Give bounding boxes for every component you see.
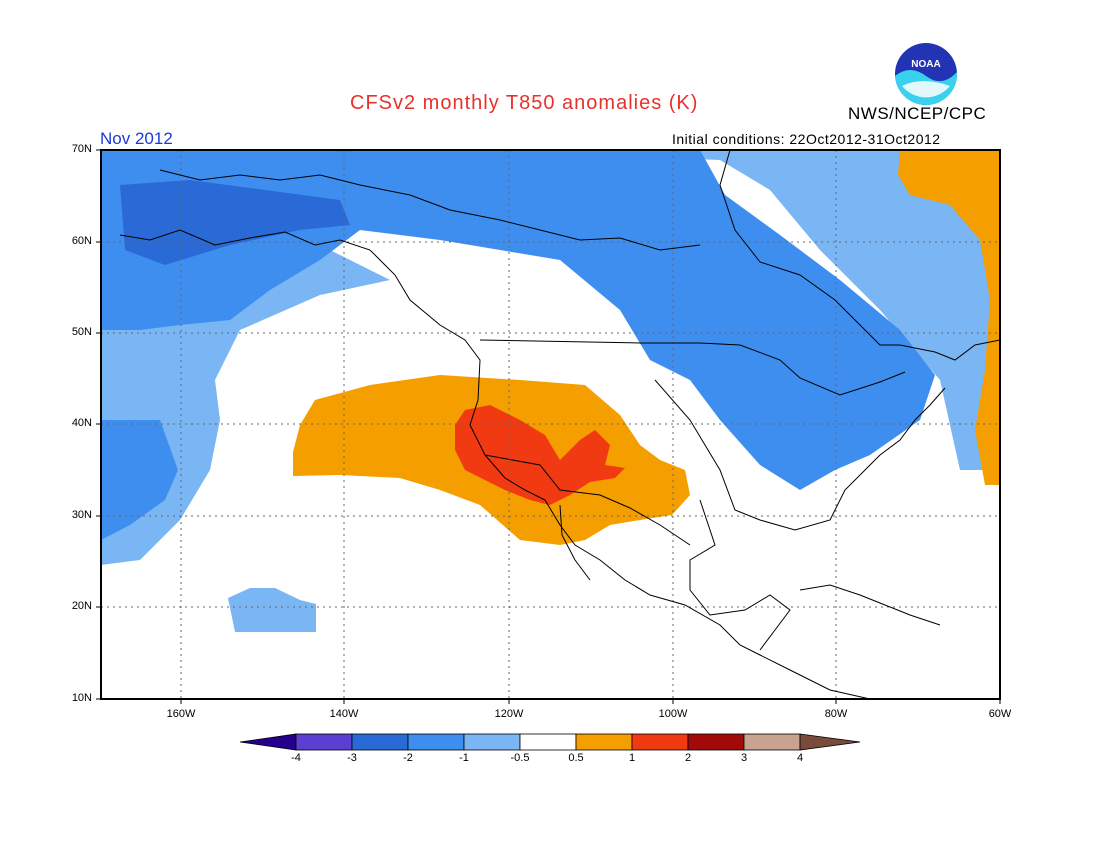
logo-text: NOAA <box>911 59 940 70</box>
colorbar-label-1: 1 <box>628 752 636 764</box>
colorbar-2-3 <box>687 733 745 751</box>
lon-label-100w: 100W <box>658 708 688 720</box>
lat-label-40n: 40N <box>71 417 92 429</box>
anomaly-region-red <box>455 405 625 505</box>
coastlines <box>119 150 1000 699</box>
valid-month: Nov 2012 <box>100 129 173 148</box>
colorbar-label-4: 4 <box>796 752 804 764</box>
map-field <box>101 150 1000 699</box>
colorbar-05-1 <box>575 733 633 751</box>
lon-label-160w: 160W <box>166 708 196 720</box>
anomaly-region-dark-blue <box>120 180 350 265</box>
lat-label-20n: 20N <box>71 600 92 612</box>
lat-label-70n: 70N <box>71 143 92 155</box>
colorbar-3-4 <box>743 733 801 751</box>
lon-label-80w: 80W <box>824 708 848 720</box>
anomaly-region-blue-pacific <box>101 420 178 540</box>
colorbar-lt-neg4 <box>239 733 297 751</box>
initial-conditions: Initial conditions: 22Oct2012-31Oct2012 <box>672 131 941 147</box>
colorbar-neg1-neg05 <box>463 733 521 751</box>
axis-ticks <box>96 149 1001 704</box>
lon-label-60w: 60W <box>988 708 1012 720</box>
anomaly-region-orange-east <box>898 150 1000 485</box>
lon-label-120w: 120W <box>494 708 524 720</box>
noaa-logo: NOAA <box>894 42 958 111</box>
colorbar-label-neg4: -4 <box>291 752 301 764</box>
lat-label-50n: 50N <box>71 326 92 338</box>
colorbar-neg2-neg1 <box>407 733 465 751</box>
lon-label-140w: 140W <box>329 708 359 720</box>
colorbar-neg3-neg2 <box>351 733 409 751</box>
colorbar-label-3: 3 <box>740 752 748 764</box>
colorbar-label-neg1: -1 <box>459 752 469 764</box>
anomaly-region-light-blue-hawaii <box>228 588 316 632</box>
organization-label: NWS/NCEP/CPC <box>848 104 987 123</box>
lat-label-10n: 10N <box>71 692 92 704</box>
colorbar-label-2: 2 <box>684 752 692 764</box>
lat-label-30n: 30N <box>71 509 92 521</box>
colorbar-1-2 <box>631 733 689 751</box>
anomaly-region-blue <box>101 150 935 490</box>
colorbar-neutral <box>519 733 577 751</box>
colorbar-label-neg2: -2 <box>403 752 413 764</box>
lat-label-60n: 60N <box>71 235 92 247</box>
colorbar-gt-4 <box>799 733 861 751</box>
colorbar-label-neg05: -0.5 <box>510 752 530 764</box>
colorbar-neg4-neg3 <box>295 733 353 751</box>
colorbar-label-05: 0.5 <box>568 752 584 764</box>
chart-title: CFSv2 monthly T850 anomalies (K) <box>350 92 699 114</box>
colorbar-label-neg3: -3 <box>347 752 357 764</box>
